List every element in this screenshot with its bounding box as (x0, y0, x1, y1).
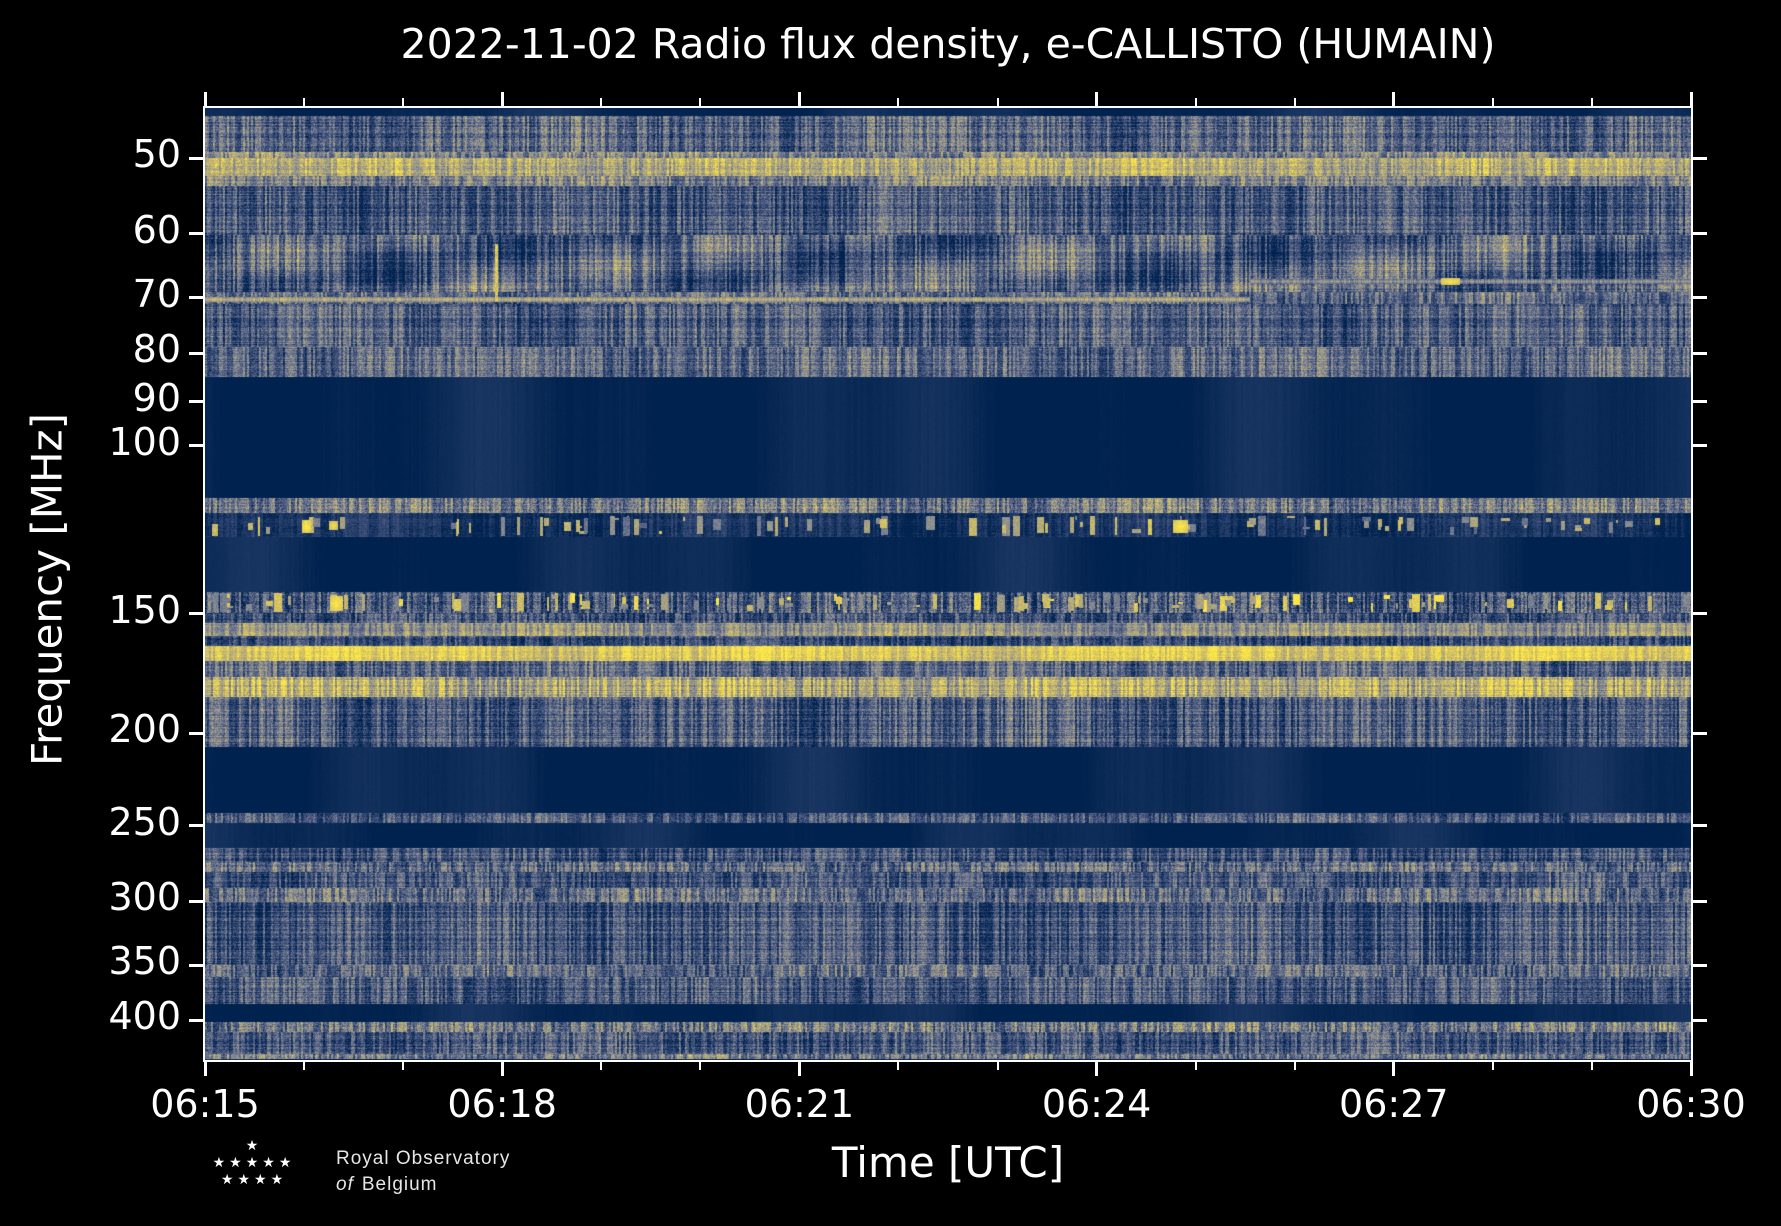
y-major-tick (189, 296, 203, 300)
x-minor-tick-top (699, 98, 702, 106)
page-title: 2022-11-02 Radio flux density, e-CALLIST… (400, 20, 1496, 68)
logo-text: Royal Observatory of Belgium (336, 1146, 510, 1198)
logo-text-belgium: Belgium (361, 1174, 438, 1195)
logo-text-line1: Royal Observatory (336, 1148, 511, 1169)
y-major-tick (189, 156, 203, 160)
star-icon: ★ (278, 1155, 292, 1171)
y-major-tick-right (1693, 963, 1707, 967)
y-tick-label: 60 (132, 207, 181, 252)
y-major-tick (189, 731, 203, 735)
x-minor-tick (1293, 1062, 1296, 1070)
plot-frame (203, 106, 1693, 1062)
x-axis-label: Time [UTC] (831, 1138, 1065, 1187)
star-icon: ★ (245, 1155, 259, 1171)
x-major-tick (203, 1062, 207, 1076)
y-major-tick (189, 1018, 203, 1022)
y-tick-label: 50 (132, 132, 181, 177)
x-minor-tick (1590, 1062, 1593, 1070)
logo-stars-icon: ★ ★ ★ ★ ★ ★ ★ ★ ★ ★ (192, 1138, 312, 1189)
x-minor-tick (600, 1062, 603, 1070)
x-minor-tick (303, 1062, 306, 1070)
star-icon: ★ (262, 1155, 275, 1171)
x-minor-tick-top (402, 98, 405, 106)
y-major-tick-right (1693, 156, 1707, 160)
x-minor-tick-top (1491, 98, 1494, 106)
star-icon: ★ (229, 1155, 242, 1171)
y-tick-label: 300 (108, 875, 181, 920)
x-major-tick (1689, 1062, 1693, 1076)
star-icon: ★ (220, 1172, 234, 1188)
y-major-tick (189, 899, 203, 903)
y-tick-label: 250 (108, 799, 181, 844)
y-major-tick (189, 400, 203, 404)
x-tick-label: 06:15 (150, 1082, 260, 1126)
y-tick-label: 400 (108, 994, 181, 1039)
y-tick-label: 200 (108, 707, 181, 752)
star-icon: ★ (270, 1172, 284, 1188)
x-major-tick-top (797, 92, 801, 106)
x-major-tick (1095, 1062, 1099, 1076)
x-minor-tick-top (1293, 98, 1296, 106)
x-minor-tick (897, 1062, 900, 1070)
star-icon: ★ (254, 1172, 267, 1188)
x-minor-tick-top (1194, 98, 1197, 106)
x-minor-tick-top (600, 98, 603, 106)
x-minor-tick-top (303, 98, 306, 106)
royal-observatory-logo: ★ ★ ★ ★ ★ ★ ★ ★ ★ ★ Royal Observatory of Belgium (192, 1138, 510, 1198)
spectrogram-heatmap (205, 108, 1691, 1060)
x-tick-label: 06:24 (1041, 1082, 1152, 1126)
y-major-tick-right (1693, 296, 1707, 300)
y-tick-label: 100 (108, 419, 181, 464)
x-major-tick-top (1689, 92, 1693, 106)
x-minor-tick (1194, 1062, 1197, 1070)
y-major-tick-right (1693, 351, 1707, 355)
star-icon: ★ (237, 1172, 250, 1188)
y-major-tick (189, 612, 203, 616)
y-tick-label: 350 (108, 939, 181, 984)
y-major-tick (189, 232, 203, 236)
y-major-tick-right (1693, 612, 1707, 616)
star-icon: ★ (212, 1155, 226, 1171)
x-minor-tick-top (897, 98, 900, 106)
y-major-tick-right (1693, 731, 1707, 735)
y-major-tick-right (1693, 444, 1707, 448)
x-minor-tick (996, 1062, 999, 1070)
y-major-tick (189, 963, 203, 967)
y-major-tick-right (1693, 400, 1707, 404)
y-major-tick-right (1693, 232, 1707, 236)
star-icon: ★ (245, 1138, 259, 1154)
x-minor-tick-top (1590, 98, 1593, 106)
x-major-tick-top (1392, 92, 1396, 106)
x-major-tick-top (203, 92, 207, 106)
x-tick-label: 06:21 (744, 1082, 855, 1126)
x-minor-tick-top (996, 98, 999, 106)
x-minor-tick (1491, 1062, 1494, 1070)
y-tick-label: 70 (132, 271, 181, 316)
y-tick-label: 150 (108, 587, 181, 632)
x-major-tick (500, 1062, 504, 1076)
y-major-tick-right (1693, 824, 1707, 828)
x-tick-label: 06:18 (447, 1082, 557, 1126)
x-major-tick-top (1095, 92, 1099, 106)
y-major-tick (189, 351, 203, 355)
y-major-tick-right (1693, 899, 1707, 903)
x-major-tick (797, 1062, 801, 1076)
logo-text-line2: of Belgium (336, 1172, 510, 1198)
x-minor-tick (699, 1062, 702, 1070)
logo-star-row: ★ ★ ★ ★ ★ (192, 1155, 312, 1172)
logo-text-of: of (336, 1174, 354, 1195)
x-minor-tick (402, 1062, 405, 1070)
x-major-tick-top (500, 92, 504, 106)
y-major-tick (189, 824, 203, 828)
y-major-tick (189, 444, 203, 448)
logo-star-row: ★ (192, 1138, 312, 1155)
y-major-tick-right (1693, 1018, 1707, 1022)
y-tick-label: 80 (132, 327, 181, 372)
x-tick-label: 06:27 (1339, 1082, 1449, 1126)
x-tick-label: 06:30 (1636, 1082, 1746, 1126)
logo-star-row: ★ ★ ★ ★ (192, 1172, 312, 1189)
x-major-tick (1392, 1062, 1396, 1076)
y-tick-label: 90 (132, 375, 181, 420)
